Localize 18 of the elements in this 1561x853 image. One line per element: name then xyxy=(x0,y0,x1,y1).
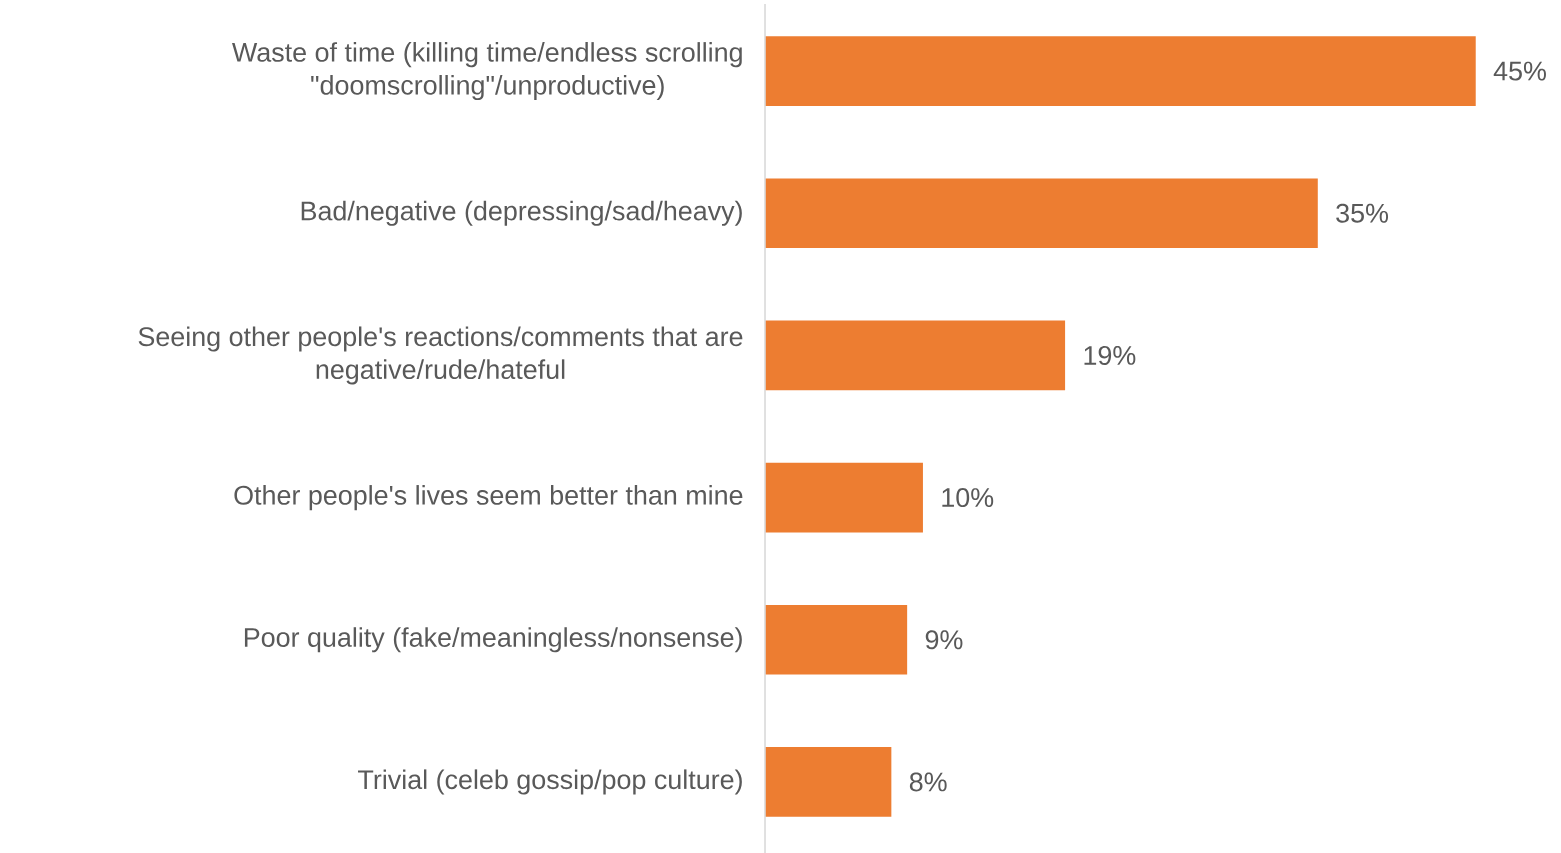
bar xyxy=(765,320,1066,391)
y-tick-label: Poor quality (fake/meaningless/nonsense) xyxy=(244,627,742,653)
bar xyxy=(765,462,923,533)
data-label: 45% xyxy=(1493,61,1546,81)
y-tick-label: Bad/negative (depressing/sad/heavy) xyxy=(301,200,742,226)
data-label: 8% xyxy=(909,772,947,792)
y-tick-label: Waste of time (killing time/endless scrolling "doomscrolling"/unproductive) xyxy=(232,42,742,101)
bar xyxy=(765,178,1318,249)
bar xyxy=(765,36,1476,106)
y-tick-label: Other people's lives seem better than mine xyxy=(234,485,743,511)
data-label: 19% xyxy=(1084,345,1136,365)
y-tick-label: Seeing other people's reactions/comments that are negative/rude/hateful xyxy=(138,326,743,385)
data-label: 10% xyxy=(942,488,994,508)
data-label: 35% xyxy=(1336,203,1389,223)
bar xyxy=(765,747,892,817)
data-label: 9% xyxy=(925,630,963,650)
bar xyxy=(765,604,908,675)
y-tick-label: Trivial (celeb gossip/pop culture) xyxy=(358,769,742,795)
